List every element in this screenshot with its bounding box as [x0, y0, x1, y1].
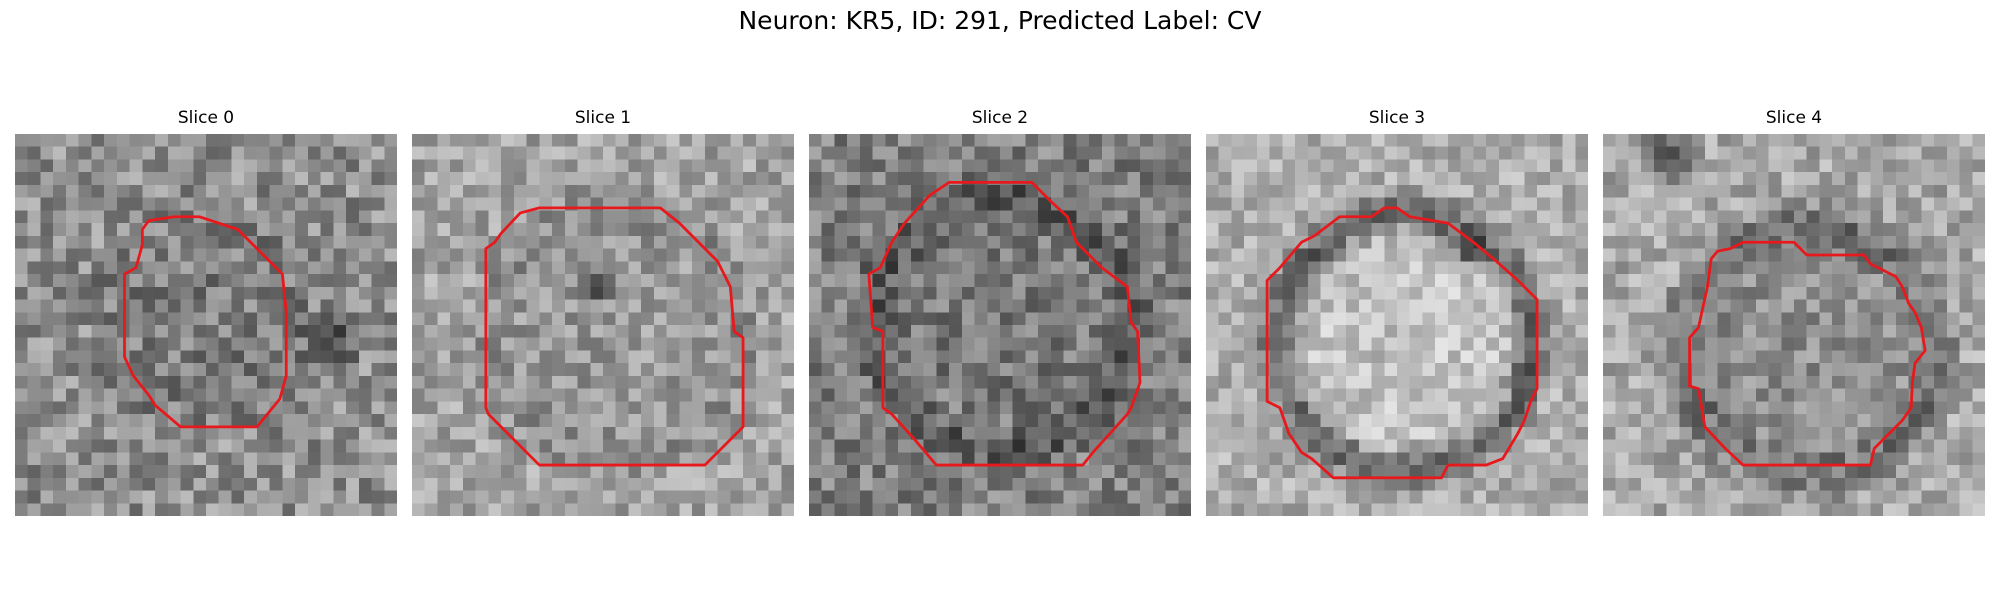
slice-0-title: Slice 0 — [177, 108, 235, 128]
slice-2-pixels — [809, 134, 1191, 516]
slice-3-pixels — [1206, 134, 1588, 516]
slice-2-contour — [867, 180, 1142, 467]
slice-0-image — [15, 134, 397, 516]
slice-3-contour — [1265, 206, 1539, 480]
slice-4-contour — [1688, 240, 1927, 467]
slice-1-contour — [484, 206, 745, 467]
figure-title: Neuron: KR5, ID: 291, Predicted Label: C… — [738, 6, 1262, 35]
slice-2-image — [809, 134, 1191, 516]
slice-1-title: Slice 1 — [574, 108, 632, 128]
slice-4-title: Slice 4 — [1765, 108, 1823, 128]
slice-0-pixels — [15, 134, 397, 516]
slice-4-image — [1603, 134, 1985, 516]
slice-1-image — [412, 134, 794, 516]
slice-4-pixels — [1603, 134, 1985, 516]
slice-3-image — [1206, 134, 1588, 516]
slice-1-pixels — [412, 134, 794, 516]
slice-2-title: Slice 2 — [971, 108, 1029, 128]
slice-0-contour — [123, 215, 288, 429]
slice-3-title: Slice 3 — [1368, 108, 1426, 128]
